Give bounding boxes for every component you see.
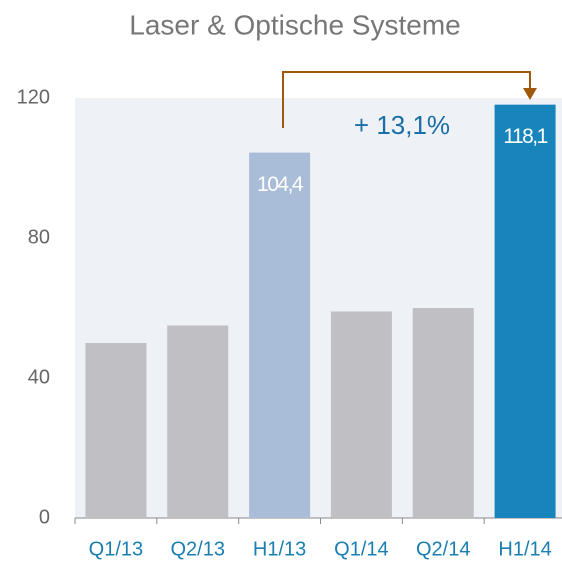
arrow-head <box>523 88 537 100</box>
value-label: 104,4 <box>257 173 304 196</box>
comparison-arrow <box>282 71 531 128</box>
x-tick-label: H1/13 <box>253 538 306 560</box>
bar <box>85 343 147 518</box>
x-tick-label: Q2/14 <box>416 538 470 560</box>
x-tick-label: Q1/14 <box>334 538 388 560</box>
bar <box>167 325 229 518</box>
bar <box>330 311 392 518</box>
x-tick-label: H1/14 <box>498 538 551 560</box>
plot-area <box>75 98 562 518</box>
annotation: + 13,1% <box>354 110 450 140</box>
bar <box>249 152 311 518</box>
value-label: 118,1 <box>503 125 547 148</box>
x-tick-label: Q2/13 <box>171 538 225 560</box>
chart-title: Laser & Optische Systeme <box>129 9 460 40</box>
y-tick-label: 0 <box>39 506 50 528</box>
bar <box>412 308 474 518</box>
x-tick-label: Q1/13 <box>89 538 143 560</box>
y-tick-label: 40 <box>28 366 50 388</box>
y-tick-label: 80 <box>28 226 50 248</box>
bar <box>494 104 556 519</box>
y-tick-label: 120 <box>17 86 50 108</box>
